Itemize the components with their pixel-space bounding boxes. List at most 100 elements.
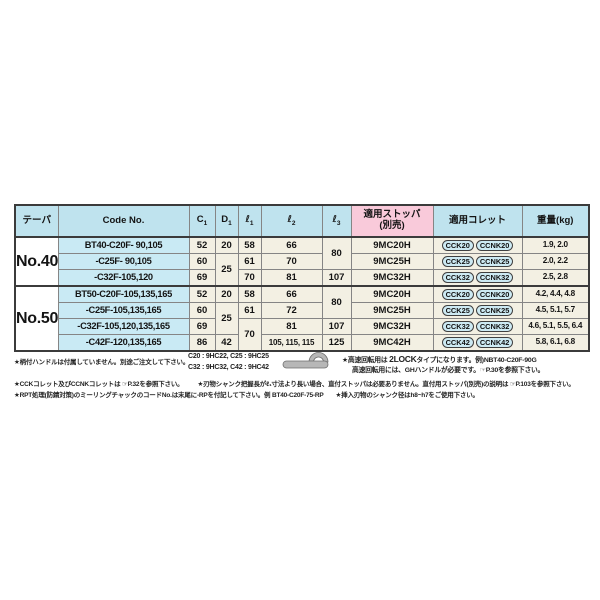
collet-badge: CCK42 xyxy=(441,336,474,349)
collet-cell: CCK25 CCNK25 xyxy=(432,253,523,270)
table-row: No.50 BT50-C20F-105,135,165 52 20 58 66 … xyxy=(14,285,590,352)
l1-cell: 58 xyxy=(237,236,262,254)
note-cck: ★CCKコレット及びCCNKコレットは ☞P.32を参照下さい。 xyxy=(14,381,184,388)
collet-badge: CCNK32 xyxy=(475,320,514,333)
c1-cell: 52 xyxy=(188,236,216,254)
collet-badge: CCNK25 xyxy=(475,304,514,317)
c1-cell: 60 xyxy=(188,302,216,319)
table-row: -C32F-105,120 69 70 81 107 9MC32H CCK32 C… xyxy=(15,269,590,287)
table-row: -C32F-105,120,135,165 69 70 81 107 9MC32… xyxy=(15,318,590,352)
table-row: No.40 BT40-C20F- 90,105 52 20 58 66 80 9… xyxy=(14,236,590,287)
table-row: -C42F-120,135,165 86 42 105, 115, 115 12… xyxy=(15,334,590,352)
header-l3: ℓ3 xyxy=(321,204,352,238)
collet-badge: CCK32 xyxy=(441,271,474,284)
l2-cell: 66 xyxy=(260,236,323,254)
l3-cell: 107 xyxy=(321,318,352,335)
collet-badge: CCNK20 xyxy=(475,288,514,301)
note-row-collet-stopper: ★CCKコレット及びCCNKコレットは ☞P.32を参照下さい。 ★刃物シャンク… xyxy=(14,378,575,388)
l2-cell: 105, 115, 115 xyxy=(260,334,323,352)
note-highspeed: ★高速回転用は 2LOCKタイプになります。例)NBT40-C20F-90G 高… xyxy=(342,353,544,376)
stopper-cell: 9MC20H xyxy=(350,236,434,254)
stopper-cell: 9MC32H xyxy=(350,318,434,335)
note-rpt: ★RPT処理(防錆対策)のミーリングチャックのコードNo.は末尾に-RPを付記し… xyxy=(14,392,324,399)
header-l1: ℓ1 xyxy=(237,204,262,238)
stopper-cell: 9MC42H xyxy=(350,334,434,352)
code-cell: -C25F- 90,105 xyxy=(57,253,190,270)
c1-cell: 60 xyxy=(188,253,216,270)
handle-icon xyxy=(282,352,329,369)
code-cell: -C32F-105,120,135,165 xyxy=(57,318,190,335)
note-highspeed-line2: 高速回転用には、GHハンドルが必要です。☞P.30を参照下さい。 xyxy=(352,367,545,375)
c1-cell: 86 xyxy=(188,334,216,352)
weight-cell: 5.8, 6.1, 6.8 xyxy=(521,334,590,352)
l3-cell: 80 xyxy=(321,285,352,319)
code-cell: BT40-C20F- 90,105 xyxy=(57,236,190,254)
stopper-cell: 9MC32H xyxy=(350,269,434,287)
collet-badge: CCK32 xyxy=(441,320,474,333)
l1-cell: 61 xyxy=(237,253,262,270)
table-row: -C25F- 90,105 60 25 61 70 9MC25H CCK25 CC… xyxy=(15,253,590,287)
c1-cell: 52 xyxy=(188,285,216,303)
collet-cell: CCK32 CCNK32 xyxy=(432,318,523,335)
l3-cell: 125 xyxy=(321,334,352,352)
c1-cell: 69 xyxy=(188,269,216,287)
collet-cell: CCK20 CCNK20 xyxy=(432,236,523,254)
spec-table: テーパ Code No. C1 D1 ℓ1 ℓ2 ℓ3 適用ストッパ (別売) … xyxy=(14,204,590,352)
d1-cell: 42 xyxy=(214,334,239,352)
collet-cell: CCK20 CCNK20 xyxy=(432,285,523,303)
collet-badge: CCK25 xyxy=(441,304,474,317)
collet-badge: CCNK32 xyxy=(475,271,514,284)
collet-badge: CCNK20 xyxy=(475,239,514,252)
handle-codes-line1: C20 : 9HC22, C25 : 9HC25 xyxy=(188,353,269,360)
stopper-cell: 9MC25H xyxy=(350,253,434,270)
stopper-cell: 9MC25H xyxy=(350,302,434,319)
l1-cell: 70 xyxy=(237,318,262,352)
taper-group-no40: No.40 xyxy=(14,236,59,287)
collet-badge: CCK20 xyxy=(441,239,474,252)
d1-cell: 20 xyxy=(214,285,239,303)
header-weight: 重量(kg) xyxy=(521,204,590,238)
header-d1: D1 xyxy=(214,204,239,238)
weight-cell: 1.9, 2.0 xyxy=(521,236,590,254)
l1-cell: 70 xyxy=(237,269,262,287)
code-cell: -C42F-120,135,165 xyxy=(57,334,190,352)
header-collet: 適用コレット xyxy=(432,204,523,238)
weight-cell: 2.0, 2.2 xyxy=(521,253,590,270)
collet-badge: CCNK42 xyxy=(475,336,514,349)
handle-code-list: C20 : 9HC22, C25 : 9HC25 C32 : 9HC32, C4… xyxy=(188,352,269,373)
collet-cell: CCK42 CCNK42 xyxy=(432,334,523,352)
collet-badge: CCK20 xyxy=(441,288,474,301)
l2-cell: 70 xyxy=(260,253,323,270)
header-c1: C1 xyxy=(188,204,216,238)
note-row-rpt-insert: ★RPT処理(防錆対策)のミーリングチャックのコードNo.は末尾に-RPを付記し… xyxy=(14,389,479,399)
l2-cell: 72 xyxy=(260,302,323,319)
taper-group-no50: No.50 xyxy=(14,285,59,352)
stopper-cell: 9MC20H xyxy=(350,285,434,303)
code-cell: -C25F-105,135,165 xyxy=(57,302,190,319)
l3-cell: 80 xyxy=(321,236,352,270)
d1-cell: 20 xyxy=(214,236,239,254)
l3-cell: 107 xyxy=(321,269,352,287)
c1-cell: 69 xyxy=(188,318,216,335)
code-cell: BT50-C20F-105,135,165 xyxy=(57,285,190,303)
2lock-logo: 2LOCK xyxy=(389,354,417,364)
note-highspeed-line1: ★高速回転用は 2LOCKタイプになります。例)NBT40-C20F-90G xyxy=(342,354,537,364)
l2-cell: 66 xyxy=(260,285,323,303)
l2-cell: 81 xyxy=(260,318,323,335)
handle-codes-line2: C32 : 9HC32, C42 : 9HC42 xyxy=(188,363,269,371)
d1-cell: 25 xyxy=(214,253,239,287)
l1-cell: 61 xyxy=(237,302,262,319)
header-code: Code No. xyxy=(57,204,190,238)
weight-cell: 2.5, 2.8 xyxy=(521,269,590,287)
collet-badge: CCK25 xyxy=(441,255,474,268)
l1-cell: 58 xyxy=(237,285,262,303)
collet-cell: CCK32 CCNK32 xyxy=(432,269,523,287)
weight-cell: 4.6, 5.1, 5.5, 6.4 xyxy=(521,318,590,335)
note-handle: ★柄付ハンドルは付属していません。別途ご注文して下さい。 xyxy=(14,359,190,366)
note-shank: ★刃物シャンク把握長がℓ₁寸法より長い場合、直付ストッパは必要ありません。直付用… xyxy=(197,381,575,388)
header-l2: ℓ2 xyxy=(260,204,323,238)
header-row: テーパ Code No. C1 D1 ℓ1 ℓ2 ℓ3 適用ストッパ (別売) … xyxy=(14,204,590,238)
note-insert: ★挿入刃物のシャンク径はh8~h7をご使用下さい。 xyxy=(335,392,479,399)
header-taper: テーパ xyxy=(14,204,59,238)
